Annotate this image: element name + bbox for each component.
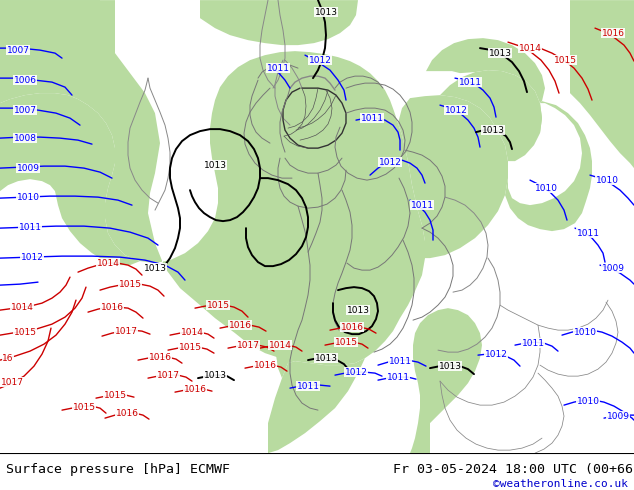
Text: 1012: 1012 <box>378 158 401 167</box>
Text: 1016: 1016 <box>602 28 624 38</box>
Text: 1014: 1014 <box>181 328 204 337</box>
Text: 1015: 1015 <box>335 338 358 346</box>
Text: 1017: 1017 <box>1 378 23 387</box>
Polygon shape <box>0 0 425 365</box>
Text: 1012: 1012 <box>20 253 44 262</box>
Polygon shape <box>410 308 482 453</box>
Text: 1010: 1010 <box>534 184 557 193</box>
Polygon shape <box>268 358 365 453</box>
Text: 1012: 1012 <box>309 56 332 65</box>
Text: 1011: 1011 <box>361 114 384 122</box>
Polygon shape <box>426 38 545 103</box>
Text: 1007: 1007 <box>13 106 37 115</box>
Text: 1013: 1013 <box>143 264 167 272</box>
Text: 1011: 1011 <box>387 372 410 382</box>
Text: 1007: 1007 <box>6 46 30 54</box>
Text: 1013: 1013 <box>204 161 226 170</box>
Text: 1011: 1011 <box>266 64 290 73</box>
Text: 1016: 1016 <box>254 361 276 369</box>
Text: Fr 03-05-2024 18:00 UTC (00+66): Fr 03-05-2024 18:00 UTC (00+66) <box>393 463 634 476</box>
Text: 1016: 1016 <box>148 353 172 362</box>
Text: 16: 16 <box>3 354 14 363</box>
Text: 1011: 1011 <box>458 77 481 87</box>
Text: 1015: 1015 <box>553 56 576 65</box>
Text: 1013: 1013 <box>481 125 505 135</box>
Text: 1013: 1013 <box>314 354 337 363</box>
Text: 1013: 1013 <box>439 362 462 370</box>
Text: 1011: 1011 <box>389 357 411 366</box>
Text: 1014: 1014 <box>11 303 34 312</box>
Text: 1015: 1015 <box>13 328 37 337</box>
Text: ©weatheronline.co.uk: ©weatheronline.co.uk <box>493 480 628 490</box>
Text: 1009: 1009 <box>607 412 630 420</box>
Text: 1012: 1012 <box>344 368 368 377</box>
Polygon shape <box>200 0 358 45</box>
Text: 1015: 1015 <box>72 403 96 412</box>
Text: 1012: 1012 <box>484 350 507 359</box>
Text: 1011: 1011 <box>410 200 434 210</box>
Text: 1016: 1016 <box>101 303 124 312</box>
Text: 1014: 1014 <box>269 341 292 350</box>
Text: 1013: 1013 <box>314 8 337 17</box>
Text: 1010: 1010 <box>595 175 619 185</box>
Text: 1009: 1009 <box>16 164 39 172</box>
Text: 1016: 1016 <box>183 385 207 393</box>
Text: 1015: 1015 <box>103 391 127 400</box>
Text: 1008: 1008 <box>13 134 37 143</box>
Text: 1015: 1015 <box>119 280 141 289</box>
Polygon shape <box>425 70 542 161</box>
Text: 1011: 1011 <box>18 222 41 232</box>
Text: 1013: 1013 <box>204 370 226 380</box>
Polygon shape <box>0 93 140 265</box>
Polygon shape <box>398 95 508 258</box>
Polygon shape <box>0 0 100 113</box>
Text: 1010: 1010 <box>574 328 597 337</box>
Text: 1010: 1010 <box>16 193 39 201</box>
Text: 1009: 1009 <box>602 264 624 272</box>
Text: 1010: 1010 <box>576 396 600 406</box>
Text: 1013: 1013 <box>489 49 512 58</box>
Text: 1011: 1011 <box>576 229 600 238</box>
Polygon shape <box>505 101 592 231</box>
Text: 1017: 1017 <box>236 341 259 350</box>
Polygon shape <box>276 331 305 378</box>
Text: 1011: 1011 <box>297 382 320 391</box>
Text: 1017: 1017 <box>115 327 138 336</box>
Text: 1015: 1015 <box>207 301 230 310</box>
Text: 1016: 1016 <box>115 409 138 417</box>
Text: 1017: 1017 <box>157 370 179 380</box>
Text: 1015: 1015 <box>179 343 202 352</box>
Text: 1016: 1016 <box>340 322 363 332</box>
Text: 1011: 1011 <box>522 339 545 347</box>
Text: 1016: 1016 <box>228 320 252 330</box>
Text: 1014: 1014 <box>519 44 541 52</box>
Polygon shape <box>570 0 634 168</box>
Text: Surface pressure [hPa] ECMWF: Surface pressure [hPa] ECMWF <box>6 463 230 476</box>
Text: 1014: 1014 <box>96 259 119 268</box>
Text: 1012: 1012 <box>444 106 467 115</box>
Text: 1013: 1013 <box>347 306 370 315</box>
Text: 1006: 1006 <box>13 75 37 85</box>
